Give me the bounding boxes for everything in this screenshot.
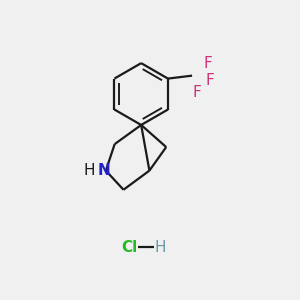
Text: F: F: [192, 85, 201, 100]
Text: F: F: [206, 73, 214, 88]
Text: H: H: [83, 163, 94, 178]
Text: H: H: [154, 240, 166, 255]
Text: Cl: Cl: [121, 240, 137, 255]
Text: N: N: [98, 163, 111, 178]
Text: F: F: [203, 56, 212, 71]
